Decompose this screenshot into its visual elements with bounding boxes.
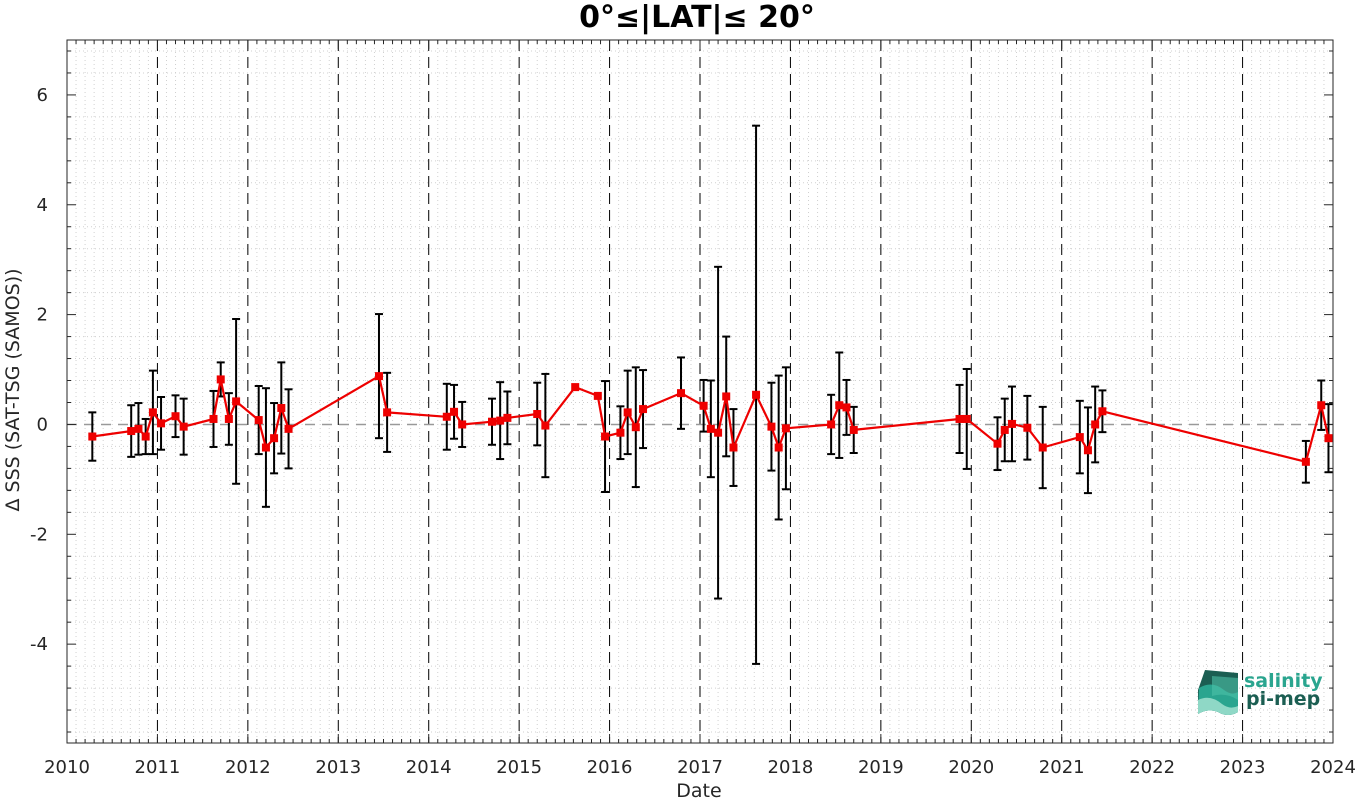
data-point-marker <box>722 392 731 401</box>
y-tick-label: -4 <box>30 634 48 655</box>
data-point-marker <box>503 413 512 422</box>
series-markers <box>88 372 1333 466</box>
data-point-marker <box>1000 425 1009 434</box>
data-point-marker <box>706 424 715 433</box>
x-tick-label: 2024 <box>1310 757 1356 778</box>
error-bars <box>88 124 1333 665</box>
axis-ticks <box>66 40 1334 743</box>
data-point-marker <box>1023 423 1032 432</box>
y-tick-label: -2 <box>30 524 48 545</box>
data-point-marker <box>216 375 225 384</box>
data-point-marker <box>962 414 971 423</box>
data-point-marker <box>616 428 625 437</box>
x-tick-label: 2016 <box>587 757 633 778</box>
x-tick-labels: 2010 2011 2012 2013 2014 2015 2016 2017 2018 2019… <box>44 757 1356 778</box>
data-point-marker <box>623 408 632 417</box>
data-point-marker <box>729 443 738 452</box>
x-tick-label: 2014 <box>406 757 452 778</box>
data-point-marker <box>714 428 723 437</box>
data-point-marker <box>849 425 858 434</box>
x-axis-label: Date <box>676 780 721 801</box>
data-point-marker <box>254 416 263 425</box>
y-tick-labels: -4 -2 0 2 4 6 <box>30 85 48 655</box>
data-point-marker <box>639 405 648 414</box>
y-axis-label: Δ SSS (SAT-TSG (SAMOS)) <box>2 268 24 511</box>
data-point-marker <box>496 416 505 425</box>
x-tick-label: 2023 <box>1220 757 1266 778</box>
data-point-marker <box>835 401 844 410</box>
x-tick-label: 2020 <box>948 757 994 778</box>
data-point-marker <box>148 408 157 417</box>
x-tick-label: 2022 <box>1129 757 1175 778</box>
data-point-marker <box>993 439 1002 448</box>
logo-line1: salinity <box>1244 670 1323 692</box>
x-tick-label: 2021 <box>1039 757 1085 778</box>
y-tick-label: 6 <box>37 85 48 106</box>
data-point-marker <box>488 417 497 426</box>
data-point-marker <box>774 443 783 452</box>
data-point-marker <box>127 427 136 436</box>
data-point-marker <box>1317 401 1326 410</box>
data-point-marker <box>88 432 97 441</box>
data-point-marker <box>450 407 459 416</box>
data-point-marker <box>270 434 279 443</box>
x-tick-label: 2017 <box>677 757 723 778</box>
salinity-pi-mep-logo: salinity pi-mep <box>1198 670 1323 715</box>
data-point-marker <box>593 391 602 400</box>
x-tick-label: 2013 <box>315 757 361 778</box>
x-tick-label: 2015 <box>496 757 542 778</box>
data-point-marker <box>781 424 790 433</box>
data-point-marker <box>571 383 580 392</box>
data-point-marker <box>631 423 640 432</box>
chart-title: 0°≤|LAT|≤ 20° <box>579 0 815 35</box>
data-point-marker <box>277 403 286 412</box>
data-point-marker <box>442 412 451 421</box>
y-tick-label: 2 <box>37 305 48 326</box>
data-point-marker <box>134 424 143 433</box>
x-tick-label: 2010 <box>44 757 90 778</box>
y-tick-label: 4 <box>37 195 48 216</box>
data-point-marker <box>1007 419 1016 428</box>
data-point-marker <box>374 372 383 381</box>
data-point-marker <box>1091 420 1100 429</box>
data-point-marker <box>141 432 150 441</box>
x-tick-label: 2018 <box>768 757 814 778</box>
data-point-marker <box>232 397 241 406</box>
year-divider-lines <box>156 40 1244 743</box>
logo-wave-icon <box>1198 670 1238 715</box>
data-point-marker <box>179 422 188 431</box>
x-tick-label: 2012 <box>225 757 271 778</box>
data-point-marker <box>767 422 776 431</box>
logo-line2: pi-mep <box>1246 688 1320 710</box>
x-tick-label: 2019 <box>858 757 904 778</box>
data-point-marker <box>699 401 708 410</box>
data-point-marker <box>677 389 686 398</box>
data-point-marker <box>1083 446 1092 455</box>
data-point-marker <box>827 420 836 429</box>
data-point-marker <box>1038 443 1047 452</box>
data-point-marker <box>1324 434 1333 443</box>
x-tick-label: 2011 <box>135 757 181 778</box>
data-point-marker <box>1301 457 1310 466</box>
data-point-marker <box>383 408 392 417</box>
data-point-marker <box>842 403 851 412</box>
data-point-marker <box>157 419 166 428</box>
y-tick-label: 0 <box>37 414 48 435</box>
axes-box <box>66 39 1334 744</box>
data-point-marker <box>601 432 610 441</box>
data-point-marker <box>541 421 550 430</box>
data-point-marker <box>458 420 467 429</box>
data-point-marker <box>955 414 964 423</box>
data-point-marker <box>209 414 218 423</box>
data-point-marker <box>224 414 233 423</box>
data-point-marker <box>752 390 761 399</box>
data-point-marker <box>533 410 542 419</box>
data-point-marker <box>171 412 180 421</box>
data-point-marker <box>261 443 270 452</box>
data-point-marker <box>1075 433 1084 442</box>
data-point-marker <box>1098 407 1107 416</box>
data-point-marker <box>284 424 293 433</box>
